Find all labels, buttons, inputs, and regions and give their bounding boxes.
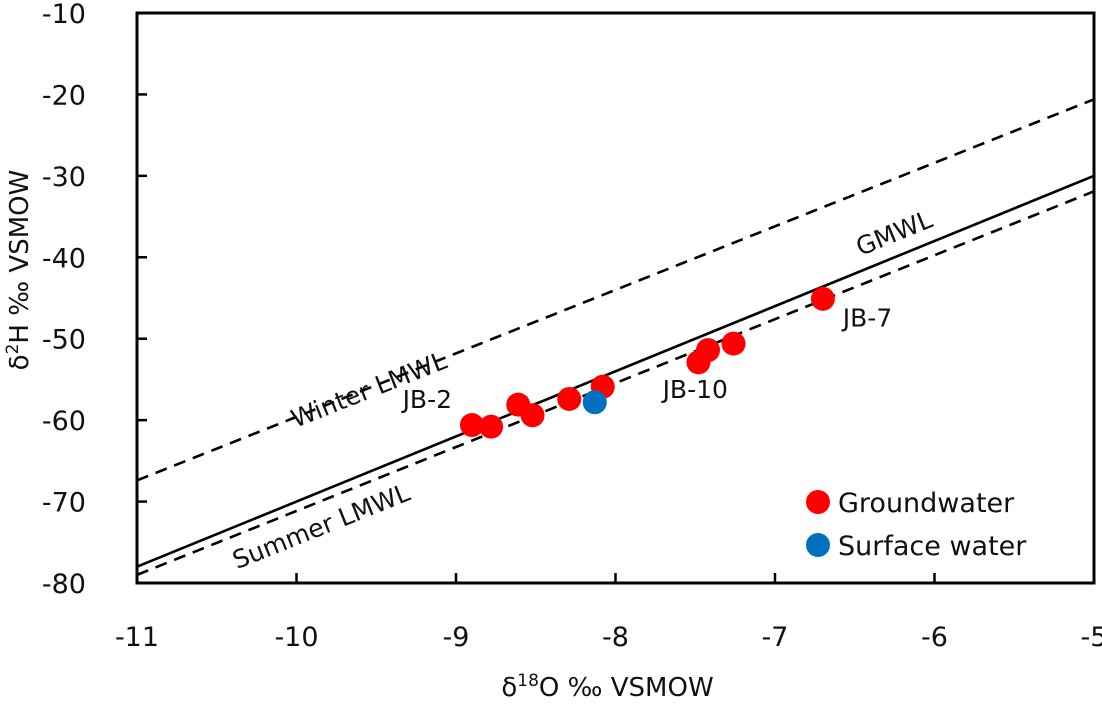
x-tick-label: -11 xyxy=(115,622,159,653)
y-tick-label: -60 xyxy=(42,406,86,437)
axis-title-part: δ xyxy=(501,673,517,703)
point-groundwater xyxy=(479,414,504,439)
axis-ticks xyxy=(137,93,936,583)
sample-label: JB-10 xyxy=(661,375,728,404)
axis-title-superscript: 18 xyxy=(517,671,539,691)
x-tick-label: -10 xyxy=(274,622,318,653)
x-axis-title: δ18O ‰ VSMOW xyxy=(501,671,713,703)
point-groundwater xyxy=(557,386,582,411)
line-summer-lmwl xyxy=(136,190,1095,577)
sample-label: JB-7 xyxy=(841,304,892,333)
legend: Groundwater Surface water xyxy=(806,488,1027,562)
legend-label: Groundwater xyxy=(838,488,1015,519)
y-tick-label: -80 xyxy=(42,569,86,600)
reference-lines xyxy=(136,98,1095,577)
y-tick-label: -20 xyxy=(42,80,86,111)
line-winter-lmwl xyxy=(136,98,1095,482)
sample-label: JB-2 xyxy=(401,385,452,414)
point-groundwater xyxy=(520,403,545,428)
y-tick-label: -10 xyxy=(42,0,86,30)
line-label-gmwl: GMWL xyxy=(852,205,937,262)
y-tick-label: -30 xyxy=(42,162,86,193)
axis-title-part: H ‰ VSMOW xyxy=(5,170,35,344)
y-tick-label: -70 xyxy=(42,488,86,519)
y-tick-label: -50 xyxy=(42,325,86,356)
point-surface-water xyxy=(582,390,607,415)
point-groundwater xyxy=(721,331,746,356)
axis-title-part: O ‰ VSMOW xyxy=(539,673,714,703)
axis-title-superscript: 2 xyxy=(3,344,23,355)
point-groundwater xyxy=(459,413,484,438)
data-points xyxy=(459,286,835,439)
point-groundwater xyxy=(810,286,835,311)
legend-marker-surface-water xyxy=(806,533,830,557)
axis-title-part: δ xyxy=(5,354,35,370)
line-gmwl xyxy=(136,174,1095,568)
tick-labels: -11 -10 -9 -8 -7 -6 -5 -10 -20 -30 -40 -50 -60 -70 -80 xyxy=(42,0,1102,653)
legend-label: Surface water xyxy=(838,531,1027,562)
point-groundwater xyxy=(696,338,721,363)
y-tick-label: -40 xyxy=(42,243,86,274)
x-tick-label: -7 xyxy=(762,622,789,653)
legend-marker-groundwater xyxy=(806,490,830,514)
x-tick-label: -6 xyxy=(921,622,948,653)
x-tick-label: -8 xyxy=(602,622,629,653)
x-tick-label: -5 xyxy=(1081,622,1102,653)
x-tick-label: -9 xyxy=(443,622,470,653)
y-axis-title: δ2H ‰ VSMOW xyxy=(3,170,35,371)
